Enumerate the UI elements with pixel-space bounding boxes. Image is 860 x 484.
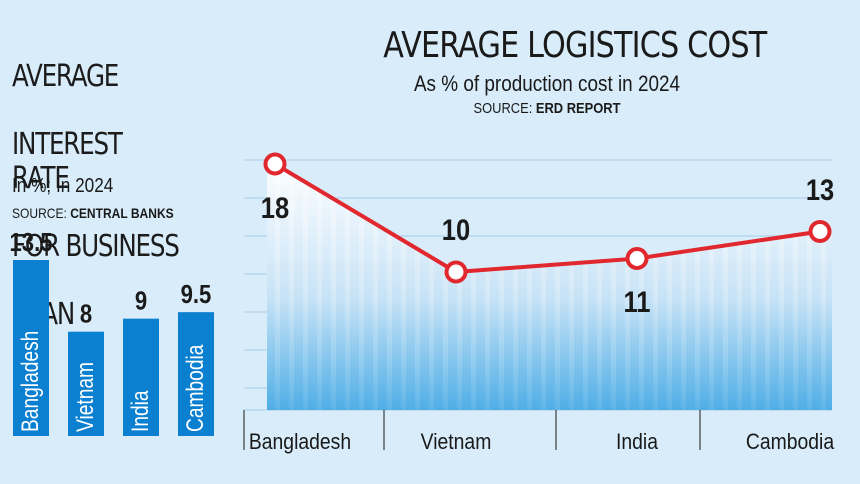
data-point [263, 152, 287, 176]
data-label: 13 [806, 173, 834, 206]
bar-value-label: 8 [80, 300, 92, 329]
bar-category-label: Vietnam [71, 362, 99, 432]
interest-rate-panel: AVERAGE INTEREST RATE FOR BUSINESS LOAN … [0, 0, 230, 484]
interest-title-line: FOR BUSINESS [12, 229, 180, 264]
bar-value-label: 9.5 [181, 281, 212, 310]
bar [13, 260, 49, 436]
bar-value-label: 9 [135, 287, 147, 316]
interest-rate-title: AVERAGE INTEREST RATE FOR BUSINESS LOAN [12, 26, 184, 366]
bar [178, 312, 214, 436]
logistics-subtitle: As % of production cost in 2024 [413, 71, 681, 96]
x-tick-label: India [616, 430, 658, 454]
data-point [444, 260, 468, 284]
interest-rate-subtitle: In %; In 2024 [12, 175, 114, 197]
bar-category-label: India [126, 390, 154, 432]
source-name: CENTRAL BANKS [70, 205, 174, 221]
bar-value-label: 13.5 [10, 228, 53, 257]
x-tick-label: Bangladesh [249, 430, 351, 454]
bar-category-label: Bangladesh [16, 331, 44, 432]
source-label: SOURCE: [473, 100, 533, 117]
x-tick-label: Cambodia [746, 430, 835, 454]
bar [68, 331, 104, 436]
bar [123, 318, 159, 436]
interest-title-line: INTEREST RATE [12, 127, 123, 196]
x-tick-label: Vietnam [421, 430, 492, 454]
interest-rate-source: SOURCE: CENTRAL BANKS [12, 205, 174, 221]
bar-category-label: Cambodia [181, 344, 209, 432]
data-label: 10 [442, 213, 470, 246]
logistics-title: AVERAGE LOGISTICS COST [383, 25, 767, 66]
source-label: SOURCE: [12, 205, 67, 221]
data-label: 11 [624, 285, 651, 318]
area-stripes [267, 164, 832, 410]
logistics-source: SOURCE: ERD REPORT [379, 100, 714, 118]
interest-rate-bar-chart: 13.5 Bangladesh 8 Vietnam 9 India 9.5 Cambodia [10, 228, 214, 436]
interest-title-line: AVERAGE [12, 59, 119, 94]
series-line [273, 162, 821, 274]
data-label: 18 [261, 191, 289, 224]
data-point [808, 220, 832, 243]
source-name: ERD REPORT [535, 100, 621, 117]
data-point [625, 247, 649, 270]
